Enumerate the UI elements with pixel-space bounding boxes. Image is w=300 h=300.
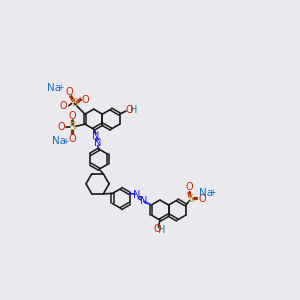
Text: O: O [69,111,76,121]
Text: Na: Na [199,188,213,198]
Text: O: O [82,94,90,104]
Text: S: S [187,194,194,204]
Text: S: S [71,98,78,108]
Text: O: O [125,105,133,115]
Text: +: + [62,136,68,146]
Text: +: + [209,188,215,197]
Text: N: N [133,190,140,200]
Text: S: S [69,122,76,132]
Text: N: N [92,131,100,141]
Text: O: O [57,122,65,132]
Text: +: + [57,83,64,92]
Text: O: O [69,134,76,144]
Text: O: O [65,87,73,97]
Text: N: N [140,196,147,206]
Text: O: O [60,101,67,111]
Text: Na: Na [47,83,61,93]
Text: H: H [158,225,166,235]
Text: Na: Na [52,136,66,146]
Text: N: N [94,138,101,148]
Text: O: O [198,194,206,204]
Text: O: O [186,182,194,192]
Text: ⁻: ⁻ [59,128,63,134]
Text: H: H [130,105,138,115]
Text: O: O [153,224,161,234]
